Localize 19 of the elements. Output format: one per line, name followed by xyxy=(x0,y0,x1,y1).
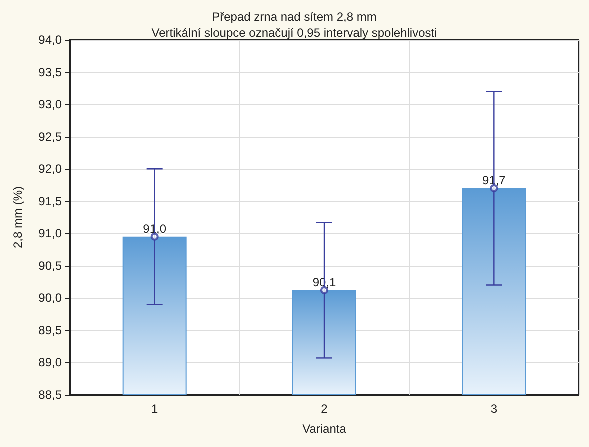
y-axis-title: 2,8 mm (%) xyxy=(11,186,25,249)
y-tick-label: 89,0 xyxy=(38,356,62,370)
x-tick-label: 3 xyxy=(490,402,498,416)
chart-title: Přepad zrna nad sítem 2,8 mm xyxy=(212,10,377,24)
x-tick-label: 2 xyxy=(321,402,328,416)
y-tick-label: 92,0 xyxy=(38,162,62,176)
y-tick-label: 92,5 xyxy=(38,130,62,144)
y-tick-label: 93,5 xyxy=(38,65,62,80)
y-tick-label: 91,0 xyxy=(38,226,62,241)
x-axis-title: Varianta xyxy=(302,422,347,436)
y-tick-label: 93,0 xyxy=(38,98,62,112)
x-tick-label: 1 xyxy=(151,402,158,416)
y-tick-label: 89,5 xyxy=(38,323,62,338)
y-tick-label: 88,5 xyxy=(38,388,62,402)
y-tick-label: 90,0 xyxy=(38,291,62,306)
y-tick-label: 90,5 xyxy=(38,258,62,273)
chart-subtitle: Vertikální sloupce označují 0,95 intervaly spolehlivosti xyxy=(152,26,438,40)
y-tick-label: 91,5 xyxy=(38,194,62,208)
y-tick-label: 94,0 xyxy=(38,33,62,47)
